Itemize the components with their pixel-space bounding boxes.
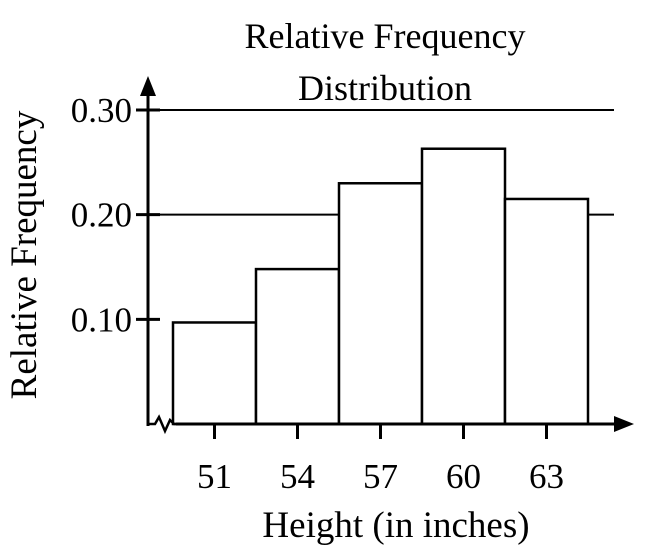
bar-51 (171, 321, 258, 426)
y-tick-label-0: 0.10 (71, 300, 132, 339)
y-axis-label: Relative Frequency (4, 110, 45, 399)
x-ticks-group: 51 54 57 60 63 (197, 424, 564, 496)
bars-group (171, 147, 590, 426)
chart-title-line-2: Distribution (298, 68, 472, 108)
bar-57 (337, 182, 424, 426)
bar-63 (503, 197, 590, 426)
x-tick-label-60: 60 (446, 457, 481, 496)
x-tick-label-51: 51 (197, 457, 232, 496)
x-tick-label-57: 57 (363, 457, 398, 496)
bar-60 (420, 147, 507, 426)
chart-title-line-1: Relative Frequency (245, 16, 526, 56)
y-tick-label-2: 0.30 (71, 91, 132, 130)
x-tick-label-54: 54 (280, 457, 315, 496)
axis-break-mark (148, 414, 178, 435)
y-tick-label-1: 0.20 (71, 196, 132, 235)
y-ticks-group: 0.10 0.20 0.30 (71, 91, 160, 339)
x-axis-label: Height (in inches) (262, 505, 529, 546)
bar-54 (254, 267, 341, 426)
y-axis-arrow (140, 76, 156, 96)
x-tick-label-63: 63 (529, 457, 564, 496)
x-axis-arrow (614, 416, 634, 432)
